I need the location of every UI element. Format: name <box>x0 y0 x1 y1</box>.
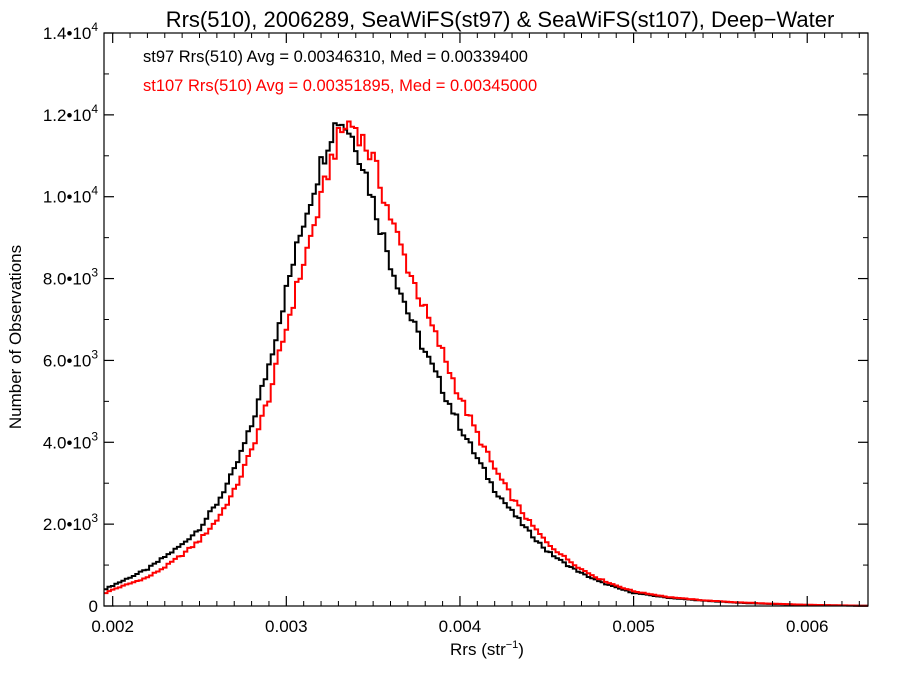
series-0-histogram <box>104 122 868 607</box>
x-tick-label-4: 0.006 <box>786 617 829 636</box>
x-tick-label-0: 0.002 <box>91 617 134 636</box>
y-tick-label-0: 0 <box>89 597 98 616</box>
y-tick-exponent-7: 4 <box>91 20 98 34</box>
y-tick-label-7: 1.4•104 <box>43 20 99 43</box>
y-tick-label-1: 2.0•103 <box>43 511 99 534</box>
y-tick-mantissa-6: 1.2•10 <box>43 106 92 125</box>
x-axis-label-close: ) <box>518 640 524 659</box>
y-tick-exponent-4: 3 <box>91 266 98 280</box>
y-tick-exponent-1: 3 <box>91 511 98 525</box>
y-tick-label-6: 1.2•104 <box>43 102 99 125</box>
annotation-1: st107 Rrs(510) Avg = 0.00351895, Med = 0… <box>143 77 537 95</box>
y-tick-exponent-3: 3 <box>91 347 98 361</box>
series-layer <box>104 120 868 607</box>
y-tick-exponent-5: 4 <box>91 184 98 198</box>
y-tick-mantissa-4: 8.0•10 <box>43 270 92 289</box>
y-tick-exponent-2: 3 <box>91 429 98 443</box>
y-axis-label: Number of Observations <box>6 245 25 429</box>
chart-title: Rrs(510), 2006289, SeaWiFS(st97) & SeaWi… <box>166 7 835 32</box>
y-tick-mantissa-5: 1.0•10 <box>43 188 92 207</box>
x-axis-label: Rrs (str−1) <box>450 639 524 659</box>
y-tick-label-5: 1.0•104 <box>43 184 99 207</box>
x-tick-label-3: 0.005 <box>612 617 655 636</box>
y-tick-mantissa-2: 4.0•10 <box>43 433 92 452</box>
annotation-0: st97 Rrs(510) Avg = 0.00346310, Med = 0.… <box>143 48 528 66</box>
y-tick-mantissa-0: 0 <box>89 597 98 616</box>
x-tick-label-1: 0.003 <box>265 617 308 636</box>
y-tick-mantissa-1: 2.0•10 <box>43 515 92 534</box>
ticks-layer: 0.002 0.003 0.004 0.005 0.00602.0•1034.0•103… <box>43 20 868 636</box>
y-tick-mantissa-3: 6.0•10 <box>43 351 92 370</box>
y-tick-label-2: 4.0•103 <box>43 429 99 452</box>
annotations: st97 Rrs(510) Avg = 0.00346310, Med = 0.… <box>143 48 537 95</box>
y-tick-exponent-6: 4 <box>91 102 98 116</box>
y-tick-label-4: 8.0•103 <box>43 266 99 289</box>
x-tick-label-2: 0.004 <box>439 617 482 636</box>
x-axis-label-exponent: −1 <box>506 639 519 651</box>
series-1-histogram <box>104 120 868 607</box>
x-axis-label-text: Rrs (str <box>450 640 506 659</box>
y-tick-label-3: 6.0•103 <box>43 347 99 370</box>
y-tick-mantissa-7: 1.4•10 <box>43 24 92 43</box>
